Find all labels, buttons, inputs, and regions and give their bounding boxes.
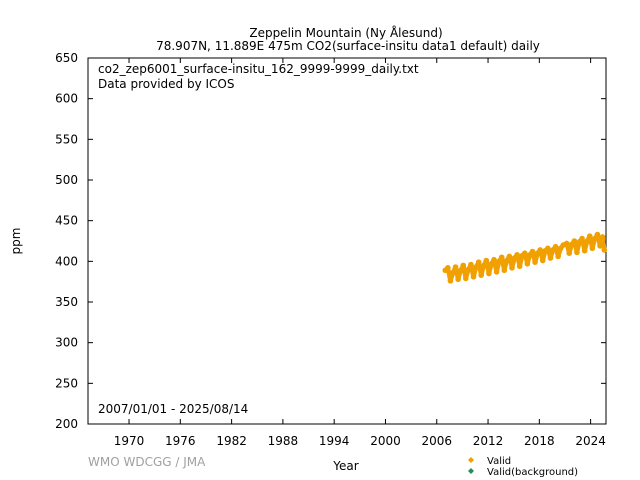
date-range-annotation: 2007/01/01 - 2025/08/14 — [98, 402, 248, 416]
data-point — [581, 247, 588, 254]
data-point — [601, 247, 608, 253]
data-point — [506, 253, 513, 260]
data-point — [475, 259, 482, 265]
data-point — [539, 257, 546, 264]
chart-title: Zeppelin Mountain (Ny Ålesund) — [249, 25, 442, 40]
data-point — [594, 231, 601, 238]
data-point — [586, 233, 593, 239]
data-point — [521, 250, 528, 256]
data-point — [445, 265, 451, 271]
data-point — [524, 260, 531, 267]
legend-item-valid-background: Valid(background) — [468, 467, 578, 478]
x-tick-label: 2024 — [575, 434, 606, 448]
data-point — [504, 257, 510, 264]
x-axis: 1970 1976 1982 1988 1994 2000 2006 2012 2018 2024 — [114, 58, 606, 448]
y-axis: 200 250 300 350 400 450 500 550 600 650 — [55, 51, 606, 431]
y-tick-label: 450 — [55, 214, 78, 228]
data-point — [496, 258, 502, 265]
data-point — [447, 278, 454, 284]
data-point — [468, 261, 474, 268]
data-point — [545, 245, 551, 252]
x-tick-label: 1982 — [216, 434, 247, 448]
data-point — [555, 253, 561, 260]
data-point — [457, 267, 464, 274]
chart-subtitle: 78.907N, 11.889E 475m CO2(surface-insitu… — [156, 39, 540, 53]
data-point — [460, 262, 467, 269]
y-tick-label: 650 — [55, 51, 78, 65]
data-point — [574, 249, 580, 256]
data-point — [455, 276, 461, 283]
data-point — [589, 245, 596, 252]
data-point — [473, 264, 479, 270]
data-point — [547, 255, 554, 261]
data-point — [501, 267, 508, 274]
legend-label-valid-background: Valid(background) — [487, 467, 578, 478]
x-tick-label: 2000 — [370, 434, 401, 448]
data-point — [566, 250, 573, 256]
y-tick-label: 500 — [55, 173, 78, 187]
data-point — [579, 235, 585, 242]
data-point — [563, 240, 570, 247]
data-point — [470, 273, 477, 280]
x-tick-label: 2018 — [524, 434, 555, 448]
x-axis-label: Year — [332, 459, 358, 473]
y-tick-label: 300 — [55, 336, 78, 350]
y-tick-label: 200 — [55, 417, 78, 431]
data-point — [465, 266, 472, 273]
y-tick-label: 400 — [55, 254, 78, 268]
provider-annotation: Data provided by ICOS — [98, 77, 234, 91]
legend: Valid Valid(background) — [468, 456, 578, 478]
data-point — [478, 272, 485, 278]
data-point — [450, 269, 456, 276]
x-tick-label: 2006 — [421, 434, 452, 448]
data-point — [532, 259, 538, 265]
data-point — [483, 257, 490, 264]
x-tick-label: 1988 — [268, 434, 299, 448]
x-tick-label: 1976 — [165, 434, 196, 448]
data-point — [493, 269, 500, 275]
data-point — [514, 252, 520, 258]
data-point — [486, 270, 492, 277]
data-point — [452, 264, 459, 270]
credit-text: WMO WDCGG / JMA — [88, 455, 206, 469]
data-point — [552, 243, 559, 250]
data-point — [529, 248, 536, 255]
file-annotation: co2_zep6001_surface-insitu_162_9999-9999… — [98, 62, 419, 76]
legend-marker-valid — [468, 457, 474, 463]
data-point — [592, 235, 598, 242]
x-tick-label: 1994 — [319, 434, 350, 448]
data-point — [509, 265, 515, 271]
plot-frame — [87, 57, 607, 425]
legend-item-valid: Valid — [468, 456, 511, 467]
data-point — [584, 238, 590, 244]
data-point — [480, 262, 487, 269]
x-tick-label: 2012 — [473, 434, 504, 448]
y-axis-label: ppm — [9, 228, 23, 255]
data-point — [488, 260, 495, 267]
legend-marker-valid-background — [468, 468, 474, 474]
y-tick-label: 600 — [55, 92, 78, 106]
y-tick-label: 350 — [55, 295, 78, 309]
data-point — [463, 275, 469, 282]
data-point — [599, 234, 606, 240]
data-point — [537, 247, 543, 253]
data-point — [516, 263, 523, 270]
y-tick-label: 250 — [55, 376, 78, 390]
data-point — [498, 254, 505, 261]
series-layer — [442, 231, 608, 284]
x-tick-label: 1970 — [114, 434, 145, 448]
data-point — [491, 256, 497, 263]
y-tick-label: 550 — [55, 132, 78, 146]
data-point — [571, 238, 578, 244]
data-point — [597, 243, 603, 249]
legend-label-valid: Valid — [487, 456, 511, 467]
